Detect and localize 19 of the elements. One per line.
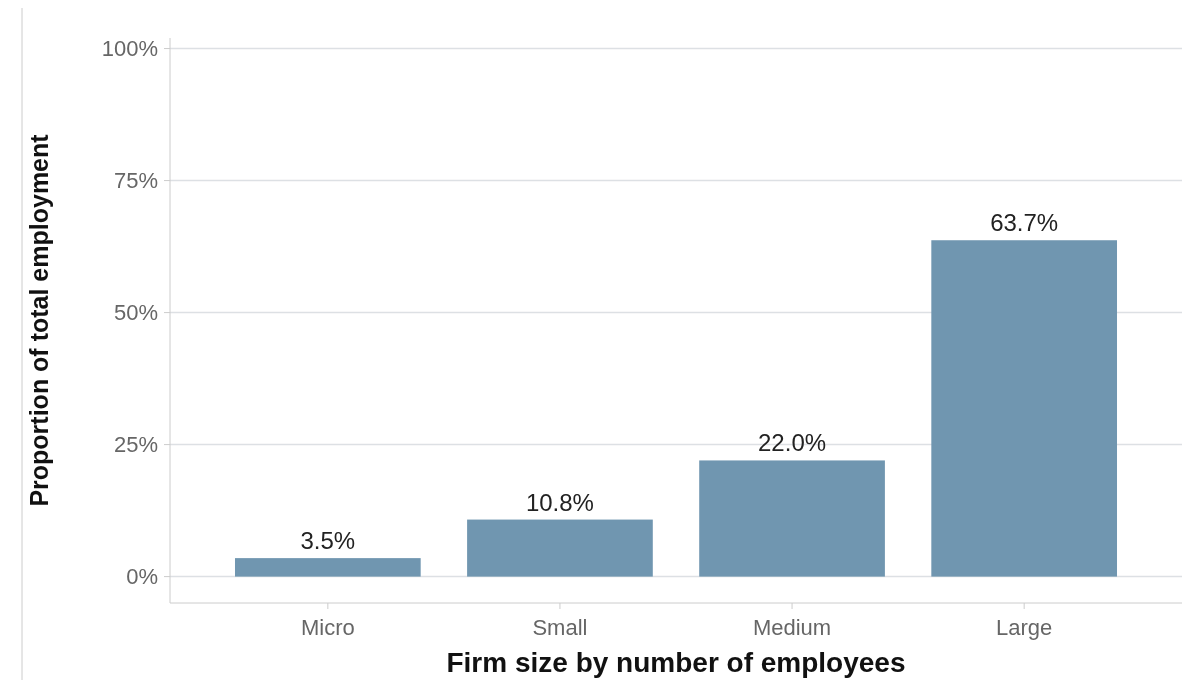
- y-tick-label: 75%: [113, 168, 158, 194]
- y-tick-label: 25%: [113, 432, 158, 458]
- x-tick-label: Micro: [300, 615, 355, 640]
- bar: [234, 558, 421, 577]
- x-tick-label: Medium: [752, 615, 832, 640]
- x-tick-label: Large: [996, 615, 1053, 640]
- data-label: 10.8%: [525, 488, 594, 516]
- x-axis-title: Firm size by number of employees: [446, 647, 906, 678]
- y-tick-label: 100%: [101, 36, 158, 62]
- y-axis-title: Proportion of total employment: [25, 133, 53, 507]
- y-tick-label: 50%: [113, 300, 158, 326]
- x-tick-label: Small: [532, 615, 588, 640]
- data-label: 22.0%: [758, 429, 827, 457]
- data-label: 63.7%: [990, 209, 1059, 237]
- data-label: 3.5%: [300, 527, 356, 555]
- bar: [467, 519, 653, 577]
- y-tick-label: 0%: [126, 564, 158, 590]
- bar: [931, 240, 1118, 577]
- bar: [699, 460, 885, 577]
